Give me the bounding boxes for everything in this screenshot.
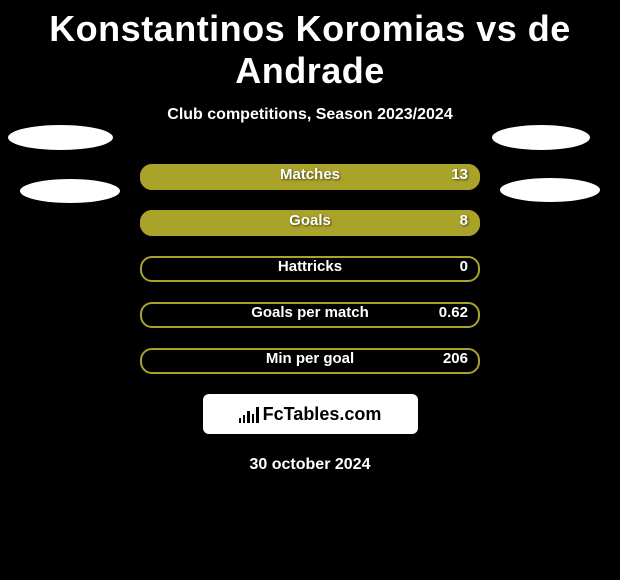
logo: FcTables.com (239, 404, 382, 425)
stat-row: Goals per match0.62 (0, 302, 620, 328)
logo-bar (256, 407, 258, 423)
logo-box: FcTables.com (203, 394, 418, 434)
stat-row: Min per goal206 (0, 348, 620, 374)
logo-bar (239, 418, 241, 423)
bar-value: 13 (451, 166, 468, 183)
page-subtitle: Club competitions, Season 2023/2024 (0, 106, 620, 124)
stat-row: Hattricks0 (0, 256, 620, 282)
page-title: Konstantinos Koromias vs de Andrade (0, 0, 620, 92)
logo-chart-icon (239, 405, 259, 423)
bar-value: 0.62 (439, 304, 468, 321)
logo-text: FcTables.com (263, 404, 382, 425)
bar-value: 206 (443, 350, 468, 367)
bar-label: Min per goal (140, 350, 480, 367)
bar-value: 0 (460, 258, 468, 275)
stat-row: Matches13 (0, 164, 620, 190)
bar-label: Goals (140, 212, 480, 229)
bar-value: 8 (460, 212, 468, 229)
bar-label: Goals per match (140, 304, 480, 321)
logo-bar (252, 414, 254, 423)
logo-bar (243, 415, 245, 423)
logo-bar (247, 411, 249, 423)
bar-label: Hattricks (140, 258, 480, 275)
stat-row: Goals8 (0, 210, 620, 236)
date-line: 30 october 2024 (0, 456, 620, 474)
decorative-ellipse (492, 125, 590, 150)
decorative-ellipse (8, 125, 113, 150)
bar-label: Matches (140, 166, 480, 183)
stats-bars: Matches13 Goals8 Hattricks0 Goals per match… (0, 164, 620, 374)
